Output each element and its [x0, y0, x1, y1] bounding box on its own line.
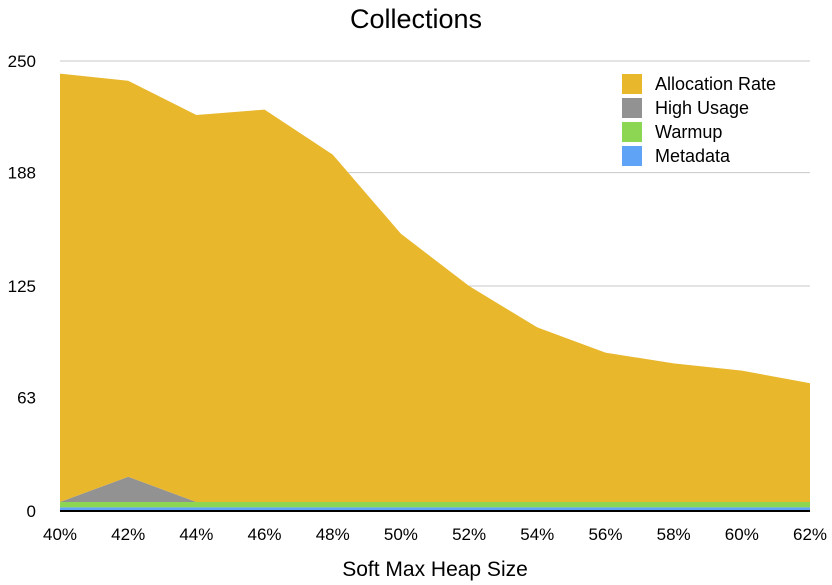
x-tick-label: 50%	[384, 525, 418, 544]
y-tick-label: 125	[8, 277, 36, 296]
y-tick-label: 188	[8, 164, 36, 183]
x-tick-label: 52%	[452, 525, 486, 544]
x-tick-label: 40%	[43, 525, 77, 544]
legend-swatch-allocation-rate	[622, 74, 642, 94]
x-tick-label: 48%	[316, 525, 350, 544]
chart-title: Collections	[349, 4, 483, 34]
x-tick-label: 42%	[111, 525, 145, 544]
x-tick-label: 54%	[520, 525, 554, 544]
x-tick-label: 58%	[657, 525, 691, 544]
x-tick-label: 56%	[588, 525, 622, 544]
legend-item-metadata: Metadata	[622, 144, 776, 168]
area-allocation-rate	[60, 73, 810, 502]
legend-item-high-usage: High Usage	[622, 96, 776, 120]
y-tick-label: 63	[17, 389, 36, 408]
axes: 0 63 125 188 250 40% 42% 44% 46% 48% 50% 52% 54% 56% 5…	[8, 52, 827, 544]
legend-label-metadata: Metadata	[655, 145, 731, 166]
x-tick-label: 46%	[248, 525, 282, 544]
legend-label-high-usage: High Usage	[655, 97, 750, 118]
legend-label-warmup: Warmup	[655, 121, 723, 142]
legend-item-warmup: Warmup	[622, 120, 776, 144]
legend-item-allocation-rate: Allocation Rate	[622, 72, 776, 96]
area-warmup	[60, 502, 810, 508]
x-tick-label: 44%	[179, 525, 213, 544]
legend-swatch-warmup	[622, 122, 642, 142]
legend-swatch-high-usage	[622, 98, 642, 118]
y-tick-label: 250	[8, 52, 36, 71]
x-axis-label: Soft Max Heap Size	[342, 558, 528, 581]
y-tick-label: 0	[27, 502, 36, 521]
legend-label-allocation-rate: Allocation Rate	[655, 73, 777, 94]
legend: Allocation Rate High Usage Warmup Metada…	[622, 72, 776, 168]
legend-swatch-metadata	[622, 146, 642, 166]
x-tick-label: 60%	[725, 525, 759, 544]
x-tick-label: 62%	[793, 525, 827, 544]
area-high-usage	[60, 476, 810, 502]
